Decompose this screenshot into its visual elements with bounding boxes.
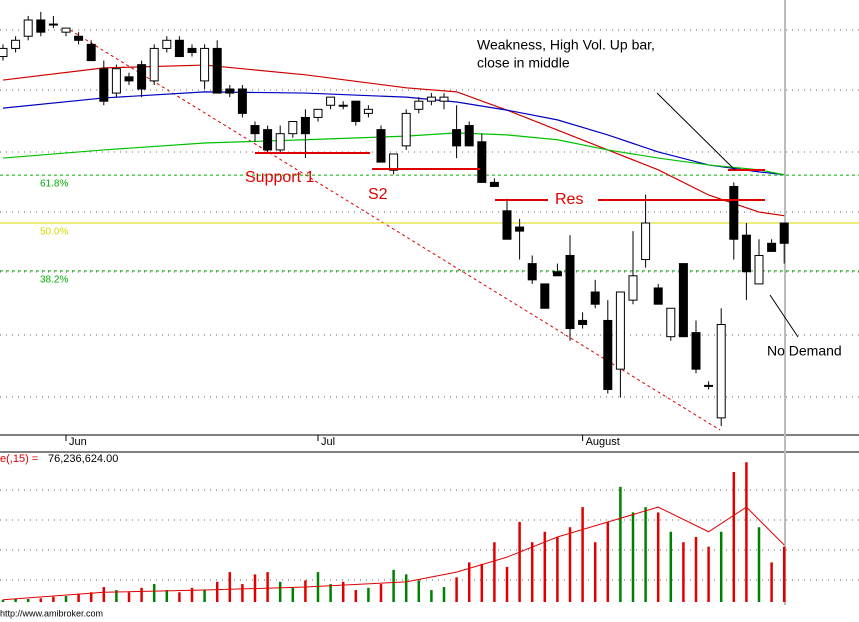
- candle-body: [401, 112, 411, 147]
- footer: http://www.amibroker.com: [0, 608, 103, 618]
- candle-body: [162, 39, 172, 49]
- candle-body: [200, 47, 210, 82]
- candle-body: [691, 332, 701, 370]
- candle-body: [23, 19, 33, 37]
- candle-body: [464, 125, 474, 147]
- candle-body: [149, 47, 159, 82]
- candle-body: [767, 242, 777, 252]
- candle-body: [36, 19, 46, 33]
- fib-label: 50.0%: [40, 227, 68, 238]
- candle-body: [414, 100, 424, 110]
- candle-body: [439, 96, 449, 102]
- candle-body: [641, 222, 651, 261]
- candle-body: [603, 319, 613, 390]
- candle-body: [666, 307, 676, 338]
- candle-body: [678, 263, 688, 338]
- candle-body: [351, 100, 361, 122]
- candle-body: [653, 287, 663, 305]
- candle-body: [578, 319, 588, 326]
- fib-label: 38.2%: [40, 275, 68, 286]
- candle-body: [527, 263, 537, 281]
- candle-body: [61, 27, 71, 33]
- candle-body: [48, 23, 58, 26]
- candle-body: [338, 104, 348, 107]
- x-tick-label: Jul: [321, 436, 335, 448]
- candle-body: [300, 116, 310, 135]
- candle-body: [225, 88, 235, 94]
- candle-body: [137, 64, 147, 90]
- annotation: Res: [555, 191, 583, 208]
- candle-body: [275, 133, 285, 151]
- annotation: close in middle: [477, 55, 570, 71]
- candle-body: [86, 43, 96, 62]
- candle-body: [754, 254, 764, 285]
- annotation-lines: [255, 92, 799, 338]
- annotation: Support 1: [245, 169, 314, 186]
- fib-label: 61.8%: [40, 179, 68, 190]
- pointer: [769, 294, 799, 338]
- annotation: S2: [368, 186, 388, 203]
- candle-body: [477, 141, 487, 183]
- candle-body: [376, 129, 386, 163]
- candle-body: [111, 68, 121, 94]
- candle-body: [452, 129, 462, 147]
- candle-body: [124, 76, 134, 82]
- candle-body: [565, 254, 575, 330]
- candle-body: [628, 275, 638, 301]
- candle-body: [263, 129, 273, 151]
- candle-body: [237, 88, 247, 114]
- x-tick-label: Jun: [69, 436, 87, 448]
- pointer: [656, 92, 736, 171]
- candle-body: [326, 96, 336, 106]
- candle-body: [552, 271, 562, 277]
- candle-body: [11, 39, 21, 49]
- candle-body: [515, 226, 525, 232]
- candle-body: [716, 324, 726, 419]
- candle-body: [741, 234, 751, 273]
- annotation: Weakness, High Vol. Up bar,: [477, 37, 655, 53]
- candle-body: [540, 283, 550, 309]
- candle-body: [779, 222, 789, 244]
- candle-body: [729, 185, 739, 240]
- candle-body: [590, 291, 600, 305]
- candle-body: [212, 47, 222, 94]
- candle-body: [363, 108, 373, 114]
- volume-label: e(,15) =: [0, 453, 38, 465]
- candle-body: [174, 39, 184, 58]
- volume-value: 76,236,624.00: [48, 453, 118, 465]
- candle-body: [615, 291, 625, 370]
- candle-body: [502, 210, 512, 240]
- candle-body: [489, 181, 499, 187]
- candle-body: [426, 96, 436, 102]
- candle-body: [704, 384, 714, 387]
- moving-average: [2, 132, 785, 176]
- price-pane: 61.8% 50.0% 38.2% Jun Jul August: [0, 11, 859, 448]
- x-tick-label: August: [586, 436, 620, 448]
- candle-body: [313, 108, 323, 118]
- annotation: No Demand: [767, 343, 842, 359]
- candle-body: [250, 125, 260, 135]
- volume-pane: [1, 462, 786, 602]
- candle-body: [187, 47, 197, 53]
- candle-body: [389, 153, 399, 171]
- candle-body: [99, 68, 109, 102]
- candle-body: [288, 121, 298, 135]
- volume-average: [2, 506, 785, 601]
- candle-body: [0, 47, 8, 58]
- candle-body: [74, 35, 84, 41]
